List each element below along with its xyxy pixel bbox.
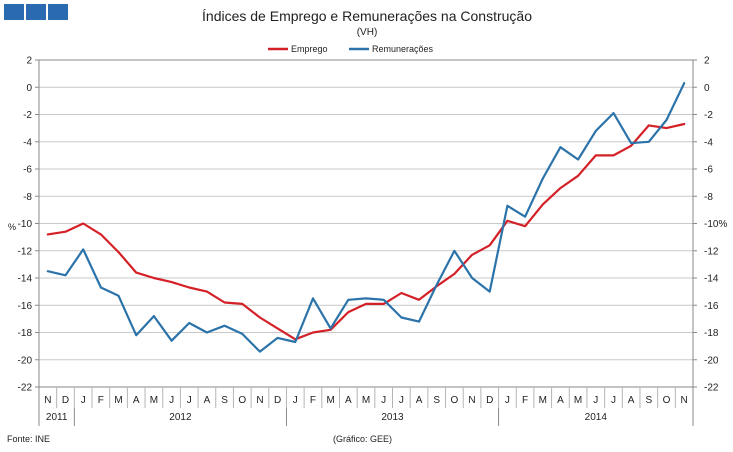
series-line-remuneracoes	[46, 82, 686, 353]
x-tick-label: O	[450, 395, 458, 406]
y-tick-label-left: -16	[18, 301, 33, 312]
x-tick-label: A	[133, 395, 140, 406]
y-tick-label-left: 0	[26, 83, 32, 94]
y-tick-label-left: -4	[23, 137, 32, 148]
year-label: 2013	[381, 412, 404, 423]
y-tick-label-left: -8	[23, 192, 32, 203]
x-tick-label: J	[293, 395, 298, 406]
x-tick-label: M	[362, 395, 370, 406]
y-tick-label-right: -2	[704, 110, 713, 121]
y-tick-label-left: -12	[18, 246, 33, 257]
y-tick-label-right: -10%	[704, 219, 727, 230]
y-tick-label-left: -20	[18, 355, 33, 366]
x-tick-label: O	[238, 395, 246, 406]
x-tick-label: F	[522, 395, 528, 406]
x-tick-label: M	[574, 395, 582, 406]
x-tick-label: J	[399, 395, 404, 406]
source-note: Fonte: INE	[7, 434, 50, 444]
x-tick-label: N	[468, 395, 475, 406]
y-tick-label-right: -4	[704, 137, 713, 148]
x-tick-label: A	[204, 395, 211, 406]
y-tick-label-left: -18	[18, 328, 33, 339]
year-label: 2014	[585, 412, 608, 423]
y-tick-label-right: -12	[704, 246, 719, 257]
x-tick-label: J	[81, 395, 86, 406]
x-tick-label: A	[628, 395, 635, 406]
year-label: 2012	[169, 412, 192, 423]
x-tick-label: J	[169, 395, 174, 406]
x-tick-label: S	[221, 395, 228, 406]
x-tick-label: J	[187, 395, 192, 406]
x-tick-label: J	[611, 395, 616, 406]
x-tick-label: D	[486, 395, 493, 406]
y-tick-label-right: -22	[704, 383, 719, 394]
x-tick-label: S	[645, 395, 652, 406]
chart-subtitle: (VH)	[357, 27, 378, 38]
x-tick-label: A	[557, 395, 564, 406]
brand-block-1	[4, 4, 24, 20]
x-tick-label: J	[505, 395, 510, 406]
x-tick-label: D	[274, 395, 281, 406]
x-tick-label: M	[326, 395, 334, 406]
x-tick-label: J	[593, 395, 598, 406]
x-tick-label: N	[681, 395, 688, 406]
legend: Emprego Remunerações	[268, 44, 434, 54]
y-axis-left: 2 0 -2 -4 -6 -8 -10 -12 -14 -16 -18 -20 -22	[18, 56, 39, 394]
gridlines	[39, 59, 693, 388]
y-tick-label-right: 0	[704, 83, 710, 94]
x-tick-label: N	[256, 395, 263, 406]
y-tick-label-left: -10	[18, 219, 33, 230]
x-tick-label: F	[310, 395, 316, 406]
x-tick-label: M	[539, 395, 547, 406]
x-tick-label: M	[114, 395, 122, 406]
y-tick-label-right: -14	[704, 274, 719, 285]
y-axis-label: %	[8, 222, 16, 232]
year-label: 2011	[46, 412, 68, 423]
x-tick-label: S	[433, 395, 440, 406]
x-tick-label: N	[44, 395, 51, 406]
x-tick-label: O	[663, 395, 671, 406]
legend-label-emprego: Emprego	[291, 44, 328, 54]
y-tick-label-left: 2	[26, 56, 32, 67]
y-tick-label-left: -22	[18, 383, 33, 394]
y-tick-label-right: -8	[704, 192, 713, 203]
y-tick-label-right: 2	[704, 56, 710, 67]
chart-title: Índices de Emprego e Remunerações na Con…	[202, 8, 532, 24]
x-tick-label: J	[381, 395, 386, 406]
x-tick-label: D	[62, 395, 69, 406]
x-tick-label: F	[98, 395, 104, 406]
series-group	[46, 82, 686, 353]
credit-note: (Gráfico: GEE)	[333, 434, 392, 444]
y-tick-label-right: -16	[704, 301, 719, 312]
y-axis-right: 2 0 -2 -4 -6 -8 -10% -12 -14 -16 -18 -20 -22	[693, 56, 727, 394]
y-tick-label-left: -14	[18, 274, 33, 285]
x-tick-label: A	[345, 395, 352, 406]
series-line-emprego	[46, 122, 686, 341]
brand-block-3	[48, 4, 68, 20]
y-tick-label-left: -2	[23, 110, 32, 121]
y-tick-label-right: -18	[704, 328, 719, 339]
x-tick-label: A	[416, 395, 423, 406]
brand-block-2	[26, 4, 46, 20]
y-tick-label-right: -20	[704, 355, 719, 366]
x-tick-label: M	[150, 395, 158, 406]
y-tick-label-right: -6	[704, 165, 713, 176]
legend-label-remuneracoes: Remunerações	[372, 44, 434, 54]
y-tick-label-left: -6	[23, 165, 32, 176]
x-axis: N D J F M A M J J A S O N D J F M A M J J A S O N D J F M A M J J A S O N201…	[38, 387, 694, 426]
